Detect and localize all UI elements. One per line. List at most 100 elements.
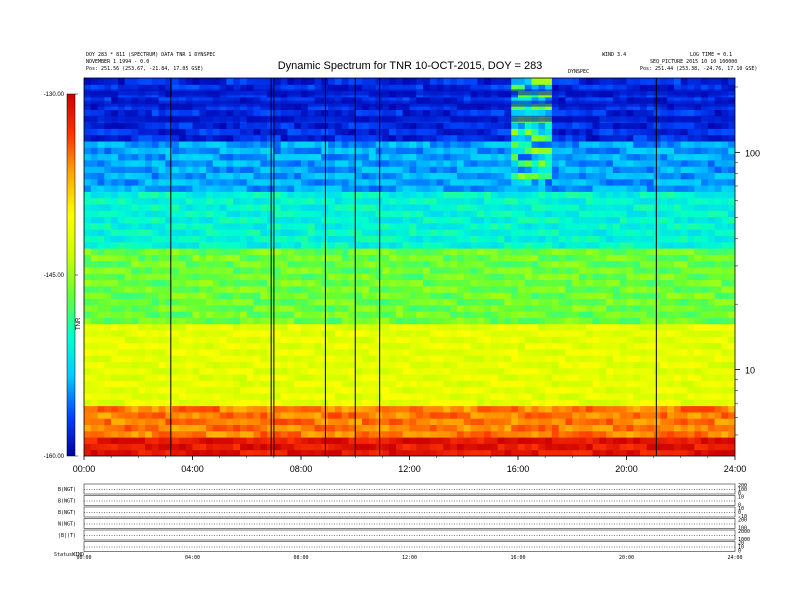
spectrogram-cell (497, 267, 505, 274)
spectrogram-cell (131, 437, 139, 444)
spectrogram-cell (246, 304, 255, 312)
spectrogram-cell (334, 153, 343, 161)
spectrogram-cell (97, 411, 105, 419)
spectrogram-cell (660, 304, 668, 312)
spectrogram-cell (450, 260, 458, 268)
spectrogram-cell (301, 185, 309, 192)
spectrogram-cell (626, 229, 634, 236)
spectrogram-cell (463, 367, 472, 375)
spectrogram-cell (206, 348, 214, 356)
spectrogram-cell (334, 254, 343, 262)
spectrogram-cell (111, 285, 119, 293)
spectrogram-cell (687, 330, 695, 337)
spectrogram-cell (626, 273, 634, 281)
spectrogram-cell (456, 178, 465, 186)
spectrogram-cell (518, 222, 526, 230)
spectrogram-cell (646, 336, 655, 344)
spectrogram-cell (416, 355, 424, 362)
spectrogram-cell (728, 185, 735, 192)
spectrogram-cell (165, 273, 173, 281)
spectrogram-cell (511, 204, 519, 211)
spectrogram-cell (551, 367, 560, 375)
spectrogram-cell (328, 292, 336, 299)
spectrogram-cell (368, 317, 377, 325)
spectrogram-cell (253, 405, 261, 413)
spectrogram-cell (239, 348, 248, 356)
spectrogram-cell (456, 292, 465, 299)
spectrogram-cell (511, 361, 519, 369)
spectrogram-cell (90, 147, 99, 155)
spectrogram-cell (280, 241, 288, 249)
spectrogram-cell (97, 141, 105, 148)
spectrogram-cell (592, 285, 600, 293)
spectrogram-cell (612, 399, 621, 407)
spectrogram-cell (511, 342, 519, 350)
spectrogram-cell (307, 134, 316, 142)
spectrogram-cell (294, 260, 302, 268)
spectrogram-cell (328, 216, 336, 224)
spectrogram-cell (463, 185, 472, 192)
spectrogram-cell (395, 430, 404, 438)
spectrogram-cell (646, 210, 655, 218)
spectrogram-cell (660, 141, 668, 148)
spectrogram-cell (212, 380, 221, 388)
spectrogram-cell (402, 166, 410, 173)
spectrogram-cell (687, 424, 695, 432)
spectrogram-cell (104, 304, 112, 312)
spectrogram-cell (246, 323, 255, 331)
spectrogram-cell (117, 342, 126, 350)
spectrogram-cell (694, 241, 702, 249)
spectrogram-cell (673, 418, 682, 425)
spectrogram-cell (328, 235, 336, 243)
spectrogram-cell (151, 134, 160, 142)
spectrogram-cell (287, 411, 295, 419)
spectrogram-cell (592, 311, 600, 318)
spectrogram-cell (206, 304, 214, 312)
spectrogram-cell (253, 185, 261, 192)
spectrogram-cell (178, 367, 187, 375)
spectrogram-cell (178, 393, 187, 400)
spectrogram-cell (355, 304, 363, 312)
spectrogram-cell (511, 191, 519, 199)
spectrogram-cell (429, 197, 438, 205)
spectrogram-cell (680, 229, 689, 236)
spectrogram-cell (368, 304, 377, 312)
spectrogram-cell (90, 355, 99, 362)
spectrogram-cell (402, 235, 410, 243)
spectrogram-cell (97, 197, 105, 205)
spectrogram-cell (138, 449, 146, 456)
spectrogram-cell (551, 311, 560, 318)
spectrogram-cell (626, 405, 634, 413)
spectrogram-cell (233, 248, 241, 255)
spectrogram-cell (524, 235, 533, 243)
spectrogram-cell (599, 267, 607, 274)
spectrogram-cell (314, 153, 322, 161)
spectrogram-cell (348, 273, 356, 281)
spectrogram-cell (518, 374, 526, 381)
spectrogram-cell (558, 304, 566, 312)
spectrogram-cell (470, 418, 478, 425)
spectrogram-cell (504, 437, 512, 444)
spectrogram-cell (124, 185, 132, 192)
spectrogram-cell (206, 449, 214, 456)
spectrogram-cell (497, 374, 505, 381)
spectrogram-cell (680, 134, 689, 142)
spectrogram-cell (97, 166, 105, 173)
spectrogram-cell (219, 191, 227, 199)
spectrogram-cell (90, 197, 99, 205)
spectrogram-cell (341, 166, 349, 173)
spectrogram-cell (178, 342, 187, 350)
spectrogram-cell (585, 430, 594, 438)
spectrogram-cell (138, 197, 146, 205)
spectrogram-cell (199, 386, 207, 394)
spectrogram-cell (117, 361, 126, 369)
spectrogram-cell (592, 210, 600, 218)
spectrogram-cell (172, 386, 180, 394)
spectrogram-cell (382, 241, 390, 249)
spectrogram-cell (687, 386, 695, 394)
spectrogram-cell (253, 147, 261, 155)
spectrogram-cell (151, 380, 160, 388)
spectrogram-cell (456, 279, 465, 287)
spectrogram-cell (206, 134, 214, 142)
spectrogram-cell (172, 128, 180, 136)
